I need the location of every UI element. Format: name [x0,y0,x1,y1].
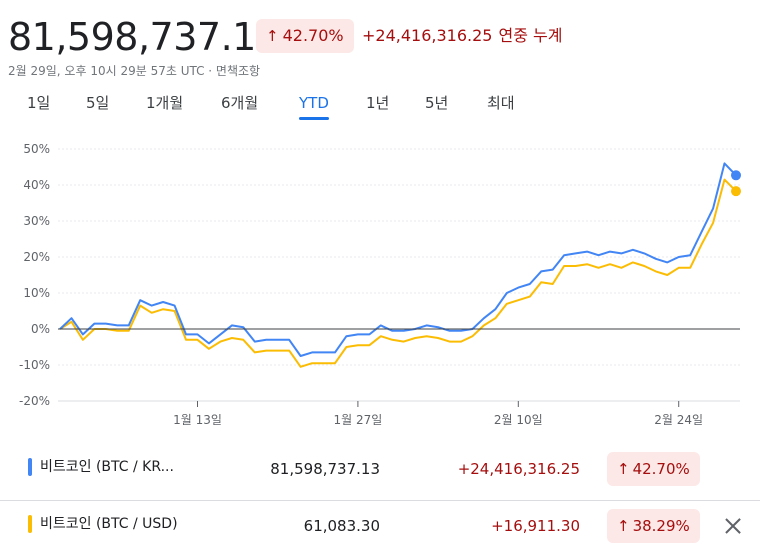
series-name: 비트코인 (BTC / USD) [40,516,178,532]
series-swatch-usd [28,515,32,533]
y-tick-label: 10% [23,286,50,300]
series-swatch-krw [28,458,32,476]
series-change: +16,911.30 [491,517,580,535]
series-price: 81,598,737.13 [270,460,380,478]
tab-5d[interactable]: 5일 [86,94,110,112]
tab-1d[interactable]: 1일 [27,94,51,112]
legend-row-usd[interactable]: 비트코인 (BTC / USD) 61,083.30 +16,911.30 ↑ 3… [0,500,760,546]
legend-row-krw[interactable]: 비트코인 (BTC / KR... 81,598,737.13 +24,416,… [0,446,760,492]
series-change: +24,416,316.25 [457,460,580,478]
tab-1y[interactable]: 1년 [366,94,390,112]
price-chart: 50% 40% 30% 20% 10% 0% -10% -20% 1월 13일 1월 27일 2월 … [0,130,774,440]
arrow-up-icon: ↑ [617,517,630,535]
change-percent-badge: ↑ 42.70% [256,19,354,53]
arrow-up-icon: ↑ [266,27,279,45]
series-name: 비트코인 (BTC / KR... [40,459,174,475]
x-tick-label: 1월 13일 [173,413,222,427]
tab-max[interactable]: 최대 [487,94,515,112]
y-tick-label: 40% [23,178,50,192]
series-line-krw [59,162,737,357]
x-tick-label: 1월 27일 [333,413,382,427]
current-price: 81,598,737.13 [8,15,280,59]
chart-svg: 50% 40% 30% 20% 10% 0% -10% -20% 1월 13일 1월 27일 2월 … [19,142,741,427]
series-end-dot-usd [731,186,741,197]
close-icon[interactable] [722,515,744,537]
y-tick-label: 0% [31,322,50,336]
period-label: 연중 누계 [498,26,563,45]
series-percent: 42.70% [632,460,690,478]
change-absolute: +24,416,316.25 연중 누계 [362,24,562,48]
series-percent-badge: ↑ 38.29% [607,509,700,543]
tab-5y[interactable]: 5년 [425,94,449,112]
active-tab-indicator [299,117,329,120]
y-tick-label: 30% [23,214,50,228]
x-tick-label: 2월 10일 [494,413,543,427]
timestamp-disclaimer[interactable]: 2월 29일, 오후 10시 29분 57초 UTC · 면책조항 [8,64,261,78]
range-tabs: 1일 5일 1개월 6개월 YTD 1년 5년 최대 [0,90,560,120]
series-percent-badge: ↑ 42.70% [607,452,700,486]
y-tick-label: 50% [23,142,50,156]
tab-6m[interactable]: 6개월 [221,94,259,112]
series-percent: 38.29% [632,517,690,535]
y-tick-label: 20% [23,250,50,264]
series-end-dot-krw [731,170,741,181]
arrow-up-icon: ↑ [617,460,630,478]
tab-ytd[interactable]: YTD [299,94,329,112]
tab-1m[interactable]: 1개월 [146,94,184,112]
change-absolute-value: +24,416,316.25 [362,26,493,45]
change-percent: 42.70% [282,26,344,45]
series-line-usd [59,178,737,368]
y-tick-label: -10% [19,358,50,372]
x-tick-label: 2월 24일 [654,413,703,427]
series-price: 61,083.30 [303,517,380,535]
y-tick-label: -20% [19,394,50,408]
